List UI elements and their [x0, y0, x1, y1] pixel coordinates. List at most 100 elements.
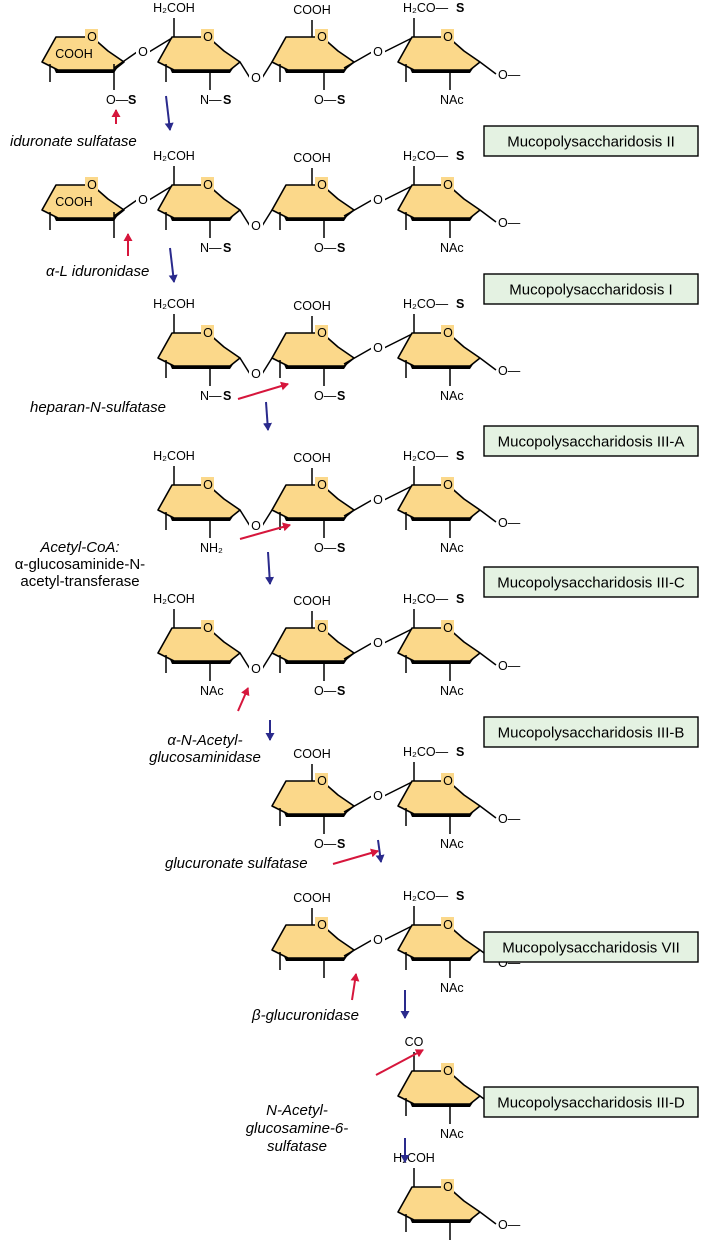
ring-oxygen: O [317, 918, 327, 932]
glycosidic-o-bg [371, 492, 385, 506]
ring-o-bg [201, 477, 214, 491]
disease-boxes-layer: Mucopolysaccharidosis II Mucopolysacchari… [483, 125, 699, 1118]
enzyme-line: glucosamine-6- [246, 1120, 349, 1137]
sulfate-s: S [337, 541, 345, 555]
disease-box-frame [483, 273, 699, 305]
glucosamine-ring: O [157, 477, 241, 530]
ring-o-bg [441, 1179, 454, 1193]
disease-box-frame [483, 1086, 699, 1118]
ch2oh-label: H₂COH [153, 149, 195, 163]
enzyme-line: acetyl-transferase [20, 573, 139, 590]
ring-face [157, 184, 241, 219]
link-bond [383, 485, 413, 501]
glucuronate-ring: O [271, 917, 355, 970]
glycosidic-oxygen: O [373, 789, 383, 803]
disease-box-frame [483, 566, 699, 598]
glcnac-ring: O [397, 325, 481, 378]
disease-box-7: Mucopolysaccharidosis III-D [483, 1086, 699, 1118]
tail-bond [479, 652, 497, 666]
sugar-unit-glcn: O H₂COH NAc [153, 592, 241, 698]
ring-o-bg [201, 325, 214, 339]
cooh-label: COOH [293, 451, 331, 465]
glycosidic-o-bg [371, 932, 385, 946]
ring-face [397, 627, 481, 662]
glycosidic-oxygen: O [373, 45, 383, 59]
glycosidic-oxygen: O [251, 219, 261, 233]
sugar-unit-gla: O COOH [271, 891, 355, 978]
sulfate-s: S [337, 93, 345, 107]
sugar-unit-gla: O COOH O— S [271, 594, 355, 698]
enzyme-line: sulfatase [267, 1138, 327, 1155]
ring-o-bg [441, 477, 454, 491]
reducing-end-o: O— [498, 364, 521, 378]
nacetyl-label: NAc [440, 93, 464, 107]
cooh-label: COOH [55, 195, 93, 209]
cooh-label: COOH [293, 891, 331, 905]
nacetyl-label: NAc [440, 684, 464, 698]
glycosidic-o-bg [371, 788, 385, 802]
ring-oxygen: O [317, 30, 327, 44]
disease-name: Mucopolysaccharidosis II [507, 134, 675, 151]
ring-o-bg [201, 620, 214, 634]
link-bond [148, 185, 173, 201]
glycosidic-o-bg [371, 635, 385, 649]
ring-face [271, 780, 355, 815]
sugar-unit-glcn: O H₂COH N— S [153, 1, 241, 107]
ring-oxygen: O [317, 621, 327, 635]
o-sulfate-label: O— [314, 93, 337, 107]
disease-name: Mucopolysaccharidosis III-A [498, 434, 685, 451]
nacetyl-label: NAc [440, 1127, 464, 1141]
sugar-unit-glcnac6: O H₂CO— S NAc [397, 149, 481, 255]
link-bond [383, 185, 413, 201]
glucosamine-ring: O [157, 620, 241, 673]
ring-oxygen: O [443, 326, 453, 340]
sugar-unit-glcnac6: O H₂CO— S NAc [397, 449, 481, 555]
tail-bond [479, 209, 497, 223]
ch2os-label: H₂CO— [403, 592, 449, 606]
nacetyl-label: NAc [200, 684, 224, 698]
ring-face [397, 924, 481, 959]
ring-face [41, 184, 125, 219]
link-bond [383, 37, 413, 53]
nacetyl-label: NAc [440, 389, 464, 403]
glycosidic-oxygen: O [373, 493, 383, 507]
ring-face [271, 924, 355, 959]
glucosamine-ring: O [157, 177, 241, 230]
sugar-unit-gla: O COOH O— S [271, 299, 355, 403]
sugar-unit-gla: O COOH O— S [271, 747, 355, 851]
link-bond [239, 61, 251, 79]
glycosidic-o-bg [249, 661, 263, 675]
sugar-unit-glcn: O H₂COH N— S [153, 297, 241, 403]
ring-face [397, 484, 481, 519]
glycosidic-o-bg [249, 366, 263, 380]
o-sulfate-label: O— [314, 837, 337, 851]
o-sulfate-label: O— [106, 93, 129, 107]
ring-o-bg [441, 620, 454, 634]
sulfate-s: S [128, 93, 136, 107]
ring-o-bg [85, 177, 98, 191]
disease-name: Mucopolysaccharidosis III-B [498, 725, 685, 742]
enzyme-arrow-3 [237, 381, 289, 400]
glycosidic-o-bg [136, 44, 150, 58]
link-bond [261, 357, 273, 375]
glcnac-ring: O [397, 29, 481, 82]
ch2os-label: H₂CO— [403, 1, 449, 15]
glycosidic-o-bg [136, 192, 150, 206]
link-bond [343, 795, 373, 813]
ring-o-bg [441, 1063, 454, 1077]
link-bond [148, 37, 173, 53]
disease-box-1: Mucopolysaccharidosis II [483, 125, 699, 157]
sugar-unit-ido: O COOH O— S [41, 29, 136, 107]
enzyme-line: heparan-N-sulfatase [30, 399, 166, 416]
disease-box-2: Mucopolysaccharidosis I [483, 273, 699, 305]
ring-face [397, 332, 481, 367]
tail-bond [479, 61, 497, 75]
sulfate-s: S [456, 592, 464, 606]
glycosidic-oxygen: O [373, 341, 383, 355]
ch2oh-label: H₂COH [153, 449, 195, 463]
nacetyl-label: NAc [440, 241, 464, 255]
